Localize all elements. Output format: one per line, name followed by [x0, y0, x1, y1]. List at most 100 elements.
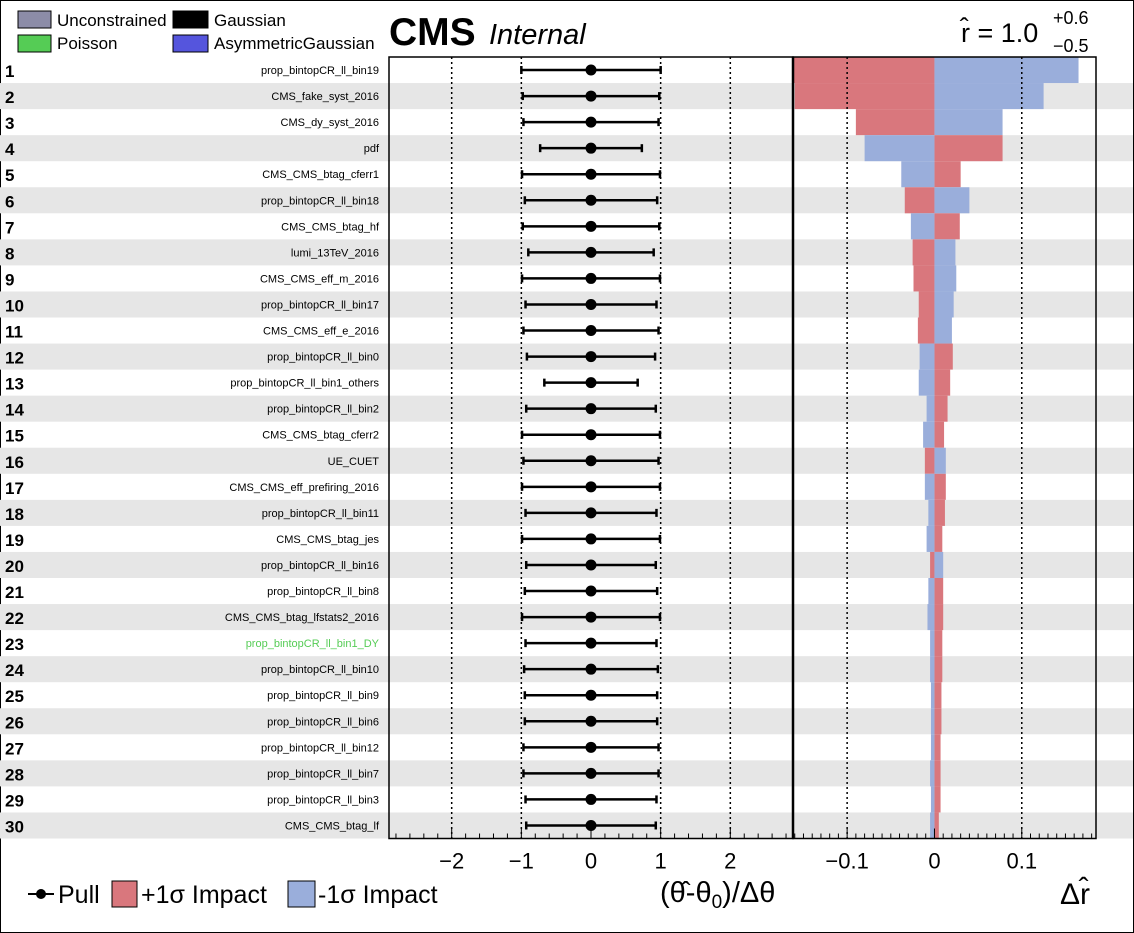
- legend-swatch-gaussian: [172, 10, 209, 29]
- plus-impact-bar: [934, 213, 960, 240]
- parameter-label: prop_bintopCR_ll_bin11: [262, 508, 379, 520]
- plus-impact-bar: [918, 291, 935, 318]
- plus-impact-bar: [912, 239, 935, 266]
- plus-impact-bar: [917, 317, 935, 344]
- pull-axis-title: (θ̂-θ0)/Δθ: [660, 877, 775, 913]
- plus-impact-bar: [934, 421, 945, 448]
- minus-impact-bar: [934, 317, 952, 344]
- parameter-label: CMS_CMS_btag_cferr2: [262, 430, 379, 442]
- parameter-label: prop_bintopCR_ll_bin6: [267, 716, 379, 728]
- parameter-label: prop_bintopCR_ll_bin0: [267, 352, 379, 364]
- row-rank: 11: [5, 323, 23, 342]
- impact-axis-title: Δr̂: [1060, 877, 1090, 911]
- minus-impact-bar: [923, 421, 935, 448]
- minus-impact-bar: [924, 473, 935, 500]
- plus-impact-bar: [904, 187, 935, 214]
- parameter-label: CMS_CMS_eff_m_2016: [260, 273, 379, 285]
- minus-impact-bar: [930, 656, 935, 683]
- pull-axis-tick-label: 0: [585, 849, 597, 874]
- row-rank: 5: [5, 166, 14, 185]
- minus-impact-bar: [930, 734, 935, 761]
- impact-axis-tick-label: 0: [928, 849, 940, 874]
- r-hat-value: r̂ = 1.0: [959, 17, 1038, 48]
- pull-axis-tick-label: −1: [509, 849, 534, 874]
- pull-marker: [585, 220, 597, 232]
- minus-impact-swatch: [287, 880, 316, 908]
- plus-impact-bar: [934, 525, 943, 552]
- minus-impact-bar: [928, 578, 935, 605]
- pull-axis-title-sub: 0: [712, 892, 723, 913]
- legend-swatch-poisson: [17, 34, 52, 53]
- parameter-label: CMS_fake_syst_2016: [271, 91, 379, 103]
- minus-impact-bar: [928, 499, 935, 526]
- parameter-label: lumi_13TeV_2016: [291, 247, 379, 259]
- pull-marker: [585, 142, 597, 154]
- minus-impact-bar: [934, 57, 1079, 84]
- minus-impact-bar: [930, 682, 935, 709]
- row-rank: 10: [5, 296, 24, 315]
- parameter-label: prop_bintopCR_ll_bin10: [261, 664, 379, 676]
- plus-impact-bar: [934, 578, 944, 605]
- pull-marker: [585, 246, 597, 258]
- legend-swatch-unconstrained: [17, 10, 52, 29]
- row-rank: 26: [5, 713, 24, 732]
- row-rank: 29: [5, 791, 24, 810]
- parameter-label: CMS_dy_syst_2016: [281, 117, 379, 129]
- minus-impact-bar: [926, 525, 935, 552]
- pull-marker: [585, 637, 597, 649]
- minus-impact-bar: [934, 447, 946, 474]
- pull-axis-tick-label: 2: [724, 849, 736, 874]
- parameter-label: pdf: [364, 143, 380, 155]
- row-rank: 7: [5, 218, 14, 237]
- minus-impact-bar: [901, 161, 935, 188]
- row-rank: 21: [5, 583, 24, 602]
- minus-impact-bar: [930, 630, 935, 657]
- legend-label-asymmetric-gaussian: AsymmetricGaussian: [214, 34, 375, 53]
- pull-axis-title-head: (θ̂-θ: [660, 877, 712, 909]
- row-rank: 18: [5, 505, 24, 524]
- minus-impact-bar: [926, 395, 935, 422]
- row-rank: 22: [5, 609, 24, 628]
- plus-impact-bar: [934, 630, 943, 657]
- pull-marker: [585, 90, 597, 102]
- minus-impact-bar: [919, 343, 935, 370]
- plus-impact-bar: [913, 265, 935, 292]
- pull-marker: [585, 585, 597, 597]
- pull-points: [520, 64, 662, 831]
- minus-impact-bar: [918, 369, 935, 396]
- parameter-label: CMS_CMS_btag_lf: [285, 820, 380, 832]
- pull-legend-marker: [36, 889, 46, 899]
- plus-impact-bar: [934, 812, 939, 839]
- row-rank: 3: [5, 114, 14, 133]
- minus-impact-bar: [934, 239, 956, 266]
- plus-impact-bar: [793, 57, 935, 84]
- plus-impact-label: +1σ Impact: [141, 881, 267, 909]
- impact-bars: [793, 57, 1079, 839]
- pull-axis-tick-label: 1: [655, 849, 667, 874]
- minus-impact-bar: [934, 83, 1044, 110]
- parameter-label: CMS_CMS_eff_e_2016: [263, 326, 379, 338]
- parameter-label: CMS_CMS_btag_lfstats2_2016: [225, 612, 379, 624]
- pull-marker: [585, 715, 597, 727]
- impact-axis-tick-label: 0.1: [1006, 849, 1037, 874]
- minus-impact-bar: [934, 291, 954, 318]
- row-rank: 13: [5, 375, 24, 394]
- pull-marker: [585, 559, 597, 571]
- minus-impact-bar: [927, 604, 935, 631]
- impact-axis-tick-label: −0.1: [825, 849, 868, 874]
- pull-marker: [585, 533, 597, 545]
- pull-marker: [585, 819, 597, 831]
- plus-impact-bar: [934, 161, 961, 188]
- plus-impact-bar: [934, 760, 941, 787]
- pull-marker: [585, 455, 597, 467]
- internal-label: Internal: [489, 19, 587, 51]
- plus-impact-bar: [794, 83, 935, 110]
- legend-bottom: Pull +1σ Impact -1σ Impact: [28, 880, 438, 909]
- pull-marker: [585, 481, 597, 493]
- row-rank: 27: [5, 739, 24, 758]
- parameter-label: prop_bintopCR_ll_bin8: [267, 586, 379, 598]
- plus-impact-bar: [934, 604, 944, 631]
- cms-label: CMS: [389, 11, 476, 54]
- pull-marker: [585, 403, 597, 415]
